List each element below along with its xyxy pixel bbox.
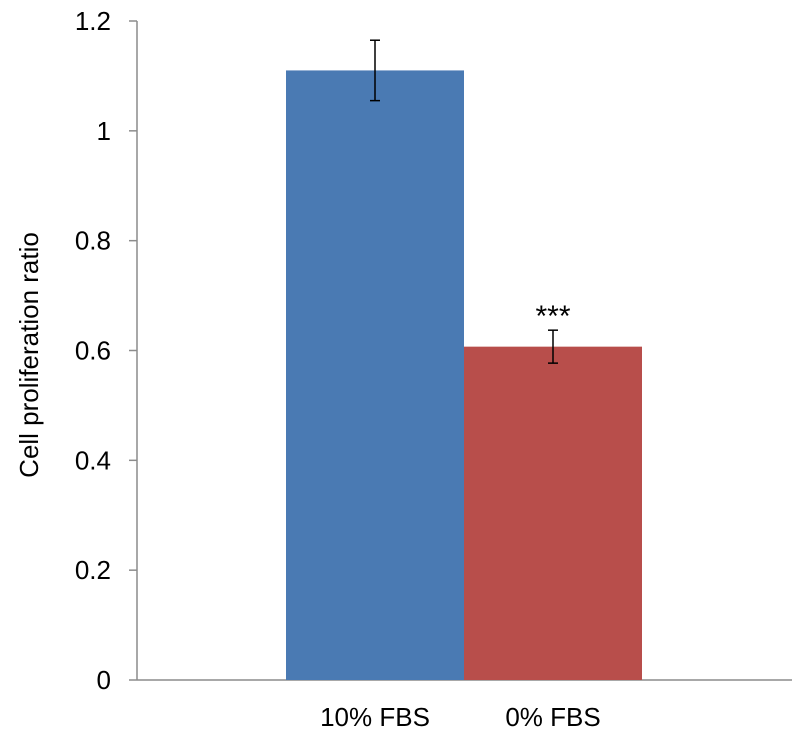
y-tick-label: 1 (97, 116, 111, 146)
y-tick-label: 0.8 (75, 226, 111, 256)
bar-ten-percent-fbs (286, 70, 464, 681)
y-axis-title: Cell proliferation ratio (14, 232, 44, 478)
y-tick-label: 1.2 (75, 6, 111, 36)
y-tick-label: 0 (97, 665, 111, 695)
x-category-label: 10% FBS (320, 702, 430, 732)
x-category-label: 0% FBS (505, 702, 600, 732)
bar-zero-percent-fbs (464, 346, 642, 680)
significance-label: *** (535, 300, 570, 333)
plot-area: 0 0.2 0.4 0.6 0.8 1 1.2 10% FBS 0% FBS *** (75, 6, 792, 732)
y-tick-label: 0.2 (75, 555, 111, 585)
y-tick-label: 0.4 (75, 445, 111, 475)
y-tick-label: 0.6 (75, 336, 111, 366)
